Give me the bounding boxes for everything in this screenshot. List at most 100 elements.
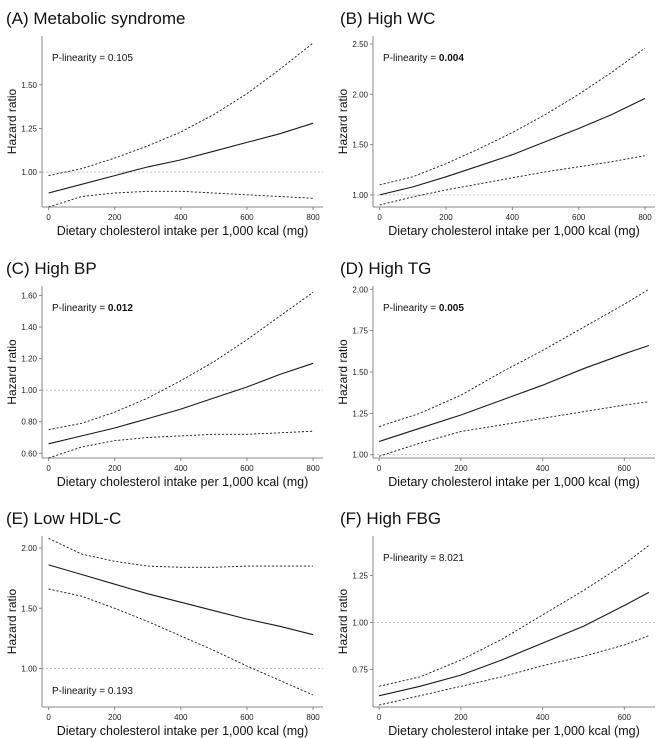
panel-c-y-tick-label: 1.20 [21,355,37,364]
panel-f-x-tick-label: 400 [536,713,550,722]
panel-b-y-tick-label: 1.00 [352,191,368,200]
panel-c-y-tick-label: 1.40 [21,323,37,332]
panel-b: (B) High WC 1.00 1.50 2.00 2.50 0 200 400 600 800… [336,9,655,238]
panel-e-hazard-ratio-line [48,564,314,636]
panel-d-y-tick-label: 1.75 [352,327,368,336]
panel-c-p-linearity-prefix: P-linearity = [52,303,108,314]
panel-e-x-tick-label: 600 [240,713,254,722]
panel-d-x-tick-label: 600 [618,464,632,473]
panel-f-y-axis-label: Hazard ratio [336,589,350,655]
panel-c-p-linearity: P-linearity = 0.012 [52,303,133,314]
panel-d-x-tick-label: 0 [377,464,382,473]
panel-a-y-tick-label: 1.00 [21,168,37,177]
panel-b-x-tick-label: 400 [506,213,520,222]
panel-c-x-tick-label: 200 [108,464,122,473]
panel-e-y-tick-label: 1.00 [21,664,37,673]
panel-a-title: (A) Metabolic syndrome [6,9,186,28]
panel-b-p-linearity-prefix: P-linearity = [383,53,439,64]
panel-b-y-tick-label: 2.00 [352,90,368,99]
panel-b-x-tick-label: 600 [572,213,586,222]
panel-f-x-tick-label: 200 [454,713,468,722]
panel-c-x-tick-label: 600 [240,464,254,473]
panel-e-lower-ci-line [48,588,314,696]
panel-e-title: (E) Low HDL-C [6,509,121,528]
panel-a-x-tick-label: 400 [174,213,188,222]
panel-a-y-axis-label: Hazard ratio [5,89,19,155]
panel-d-x-axis-label: Dietary cholesterol intake per 1,000 kca… [388,475,640,489]
panel-c-y-tick-label: 1.60 [21,291,37,300]
panel-e-p-linearity: P-linearity = 0.193 [52,686,133,697]
panel-b-lower-ci-line [379,155,646,206]
panel-b-upper-ci-line [379,47,646,186]
panel-b-y-tick-label: 2.50 [352,40,368,49]
panel-c-y-axis-label: Hazard ratio [5,339,19,405]
panel-b-hazard-ratio-line [379,97,646,196]
panel-d-y-tick-label: 1.00 [352,451,368,460]
panel-f-p-linearity: P-linearity = 8.021 [383,553,464,564]
panel-f-upper-ci-line [378,545,650,687]
panel-d-y-tick-label: 1.50 [352,368,368,377]
panel-d-p-linearity: P-linearity = 0.005 [383,303,464,314]
panel-f-x-tick-label: 0 [377,713,382,722]
panel-e-x-tick-label: 200 [108,713,122,722]
panel-e-p-linearity-value: 0.193 [108,686,133,697]
panel-c-x-tick-label: 800 [306,464,320,473]
panel-b-x-tick-label: 800 [638,213,652,222]
panel-c-x-axis-label: Dietary cholesterol intake per 1,000 kca… [57,475,309,489]
panel-a-p-linearity-prefix: P-linearity = [52,53,108,64]
panel-f-hazard-ratio-line [378,591,650,697]
panel-c-lower-ci-line [48,430,314,459]
panel-f-x-tick-label: 600 [618,713,632,722]
panel-c-hazard-ratio-line [48,362,314,445]
panel-f-y-tick-label: 1.00 [352,618,368,627]
panel-d-lower-ci-line [378,401,649,457]
panel-b-p-linearity: P-linearity = 0.004 [383,53,464,64]
panel-b-x-axis-label: Dietary cholesterol intake per 1,000 kca… [388,224,640,238]
panel-a-p-linearity: P-linearity = 0.105 [52,53,133,64]
panel-e-y-tick-label: 2.00 [21,544,37,553]
panel-a-x-tick-label: 600 [240,213,254,222]
panel-a-lower-ci-line [48,190,314,208]
panel-f-lower-ci-line [378,635,650,706]
panel-a-hazard-ratio-line [48,122,314,194]
panel-a: (A) Metabolic syndrome 1.00 1.25 1.50 0 200 40… [5,9,323,238]
panel-a-y-tick-label: 1.50 [21,81,37,90]
panel-c-p-linearity-value: 0.012 [108,303,133,314]
panel-a-x-axis-label: Dietary cholesterol intake per 1,000 kca… [57,224,309,238]
panel-f-x-axis-label: Dietary cholesterol intake per 1,000 kca… [388,724,640,738]
panel-b-y-axis-label: Hazard ratio [336,89,350,155]
panel-c-y-tick-label: 0.60 [21,449,37,458]
panel-e-y-tick-label: 1.50 [21,604,37,613]
panel-c-x-tick-label: 400 [174,464,188,473]
panel-b-y-tick-label: 1.50 [352,141,368,150]
panel-e-upper-ci-line [48,537,314,568]
panel-d-y-axis-label: Hazard ratio [336,339,350,405]
panel-d-upper-ci-line [378,288,650,428]
panel-e-x-tick-label: 800 [306,713,320,722]
panel-f-title: (F) High FBG [340,509,441,528]
panel-e-p-linearity-prefix: P-linearity = [52,686,108,697]
panel-b-x-tick-label: 200 [439,213,453,222]
panel-a-p-linearity-value: 0.105 [108,53,133,64]
panel-d-x-tick-label: 200 [454,464,468,473]
panel-c-y-tick-label: 0.80 [21,418,37,427]
panel-c-x-tick-label: 0 [46,464,51,473]
panel-a-upper-ci-line [48,42,314,177]
panel-f-p-linearity-value: 8.021 [439,553,464,564]
panel-b-p-linearity-value: 0.004 [439,53,464,64]
panel-d-title: (D) High TG [340,259,431,278]
panel-e-x-tick-label: 0 [46,713,51,722]
panel-c-y-tick-label: 1.00 [21,386,37,395]
panel-d-y-tick-label: 2.00 [352,285,368,294]
panel-a-x-tick-label: 200 [108,213,122,222]
panel-d-p-linearity-prefix: P-linearity = [383,303,439,314]
panel-d-x-tick-label: 400 [536,464,550,473]
panel-f-y-tick-label: 0.75 [352,665,368,674]
panel-d: (D) High TG 1.00 1.25 1.50 1.75 2.00 0 200 400 60… [336,259,655,489]
panel-c-title: (C) High BP [6,259,97,278]
panel-a-y-tick-label: 1.25 [21,124,37,133]
panel-f: (F) High FBG 0.75 1.00 1.25 0 200 400 600 Hazard… [336,509,655,738]
panel-d-y-tick-label: 1.25 [352,409,368,418]
panel-d-hazard-ratio-line [378,344,650,443]
